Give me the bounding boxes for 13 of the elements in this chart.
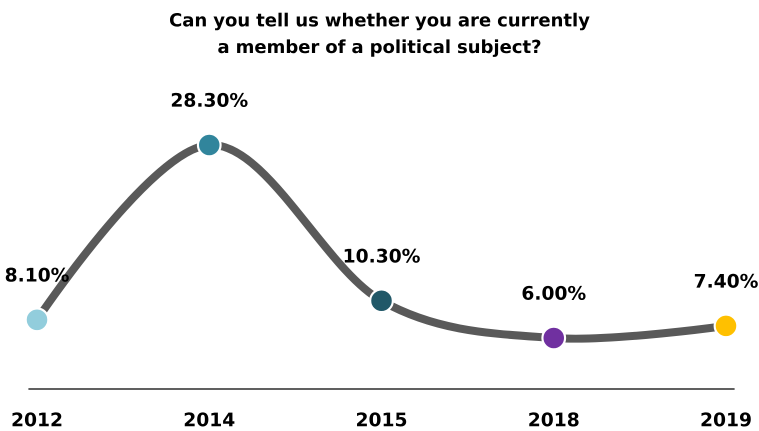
point (24, 307, 50, 332)
data-label: 7.40% (694, 274, 758, 288)
chart-title: Can you tell us whether you are currently a member of a political subject? (170, 12, 590, 57)
x-tick-label: 2012 (12, 412, 62, 426)
point (196, 132, 222, 158)
x-tick-label: 2014 (184, 412, 234, 426)
data-label: 28.30% (172, 92, 248, 107)
point (541, 326, 566, 350)
data-label: 10.30% (344, 248, 420, 263)
x-tick-label: 2019 (702, 412, 751, 426)
x-tick-label: 2015 (357, 412, 406, 426)
data-label: 6.00% (522, 286, 586, 300)
x-tick-label: 2018 (529, 412, 579, 426)
